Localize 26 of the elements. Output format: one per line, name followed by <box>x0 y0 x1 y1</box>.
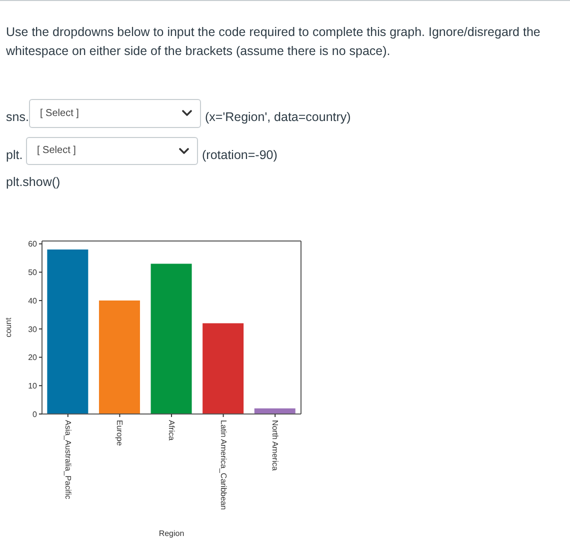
bar <box>150 264 192 414</box>
text: sns. <box>6 110 29 124</box>
dropdown: [ Select ] <box>26 137 198 165</box>
x-tick-label: North America <box>270 420 280 472</box>
y-tick-label: 0 <box>32 410 38 419</box>
x-tick-label: Latin America_Caribbean <box>218 420 228 510</box>
x-tick-label: Africa <box>167 420 176 441</box>
y-tick-label: 50 <box>28 268 38 278</box>
y-tick-label: 40 <box>28 296 38 306</box>
y-tick-label: 60 <box>28 240 38 249</box>
bar <box>98 300 140 414</box>
text: plt. <box>6 148 23 162</box>
y-tick-label: 20 <box>28 353 38 362</box>
y-tick-label: 10 <box>28 381 38 390</box>
text: (rotation=-90) <box>202 148 278 162</box>
text: (x='Region', data=country) <box>205 110 351 124</box>
x-tick-label: Asia_Australia_Pacific <box>63 420 72 500</box>
dropdown: [ Select ] <box>29 99 201 128</box>
text: plt.show() <box>6 175 60 189</box>
bar <box>47 250 88 414</box>
bar <box>202 323 244 414</box>
x-tick-label: Europe <box>115 420 124 446</box>
x-axis-title: Region <box>158 529 184 538</box>
y-axis-title: count <box>4 316 13 338</box>
chart-title: Use the dropdowns below to input the code required to complete this graph. Ignore/disregard the whitespace on either side of the brackets (assume there is no space). <box>6 25 540 58</box>
y-tick-label: 30 <box>28 324 38 334</box>
